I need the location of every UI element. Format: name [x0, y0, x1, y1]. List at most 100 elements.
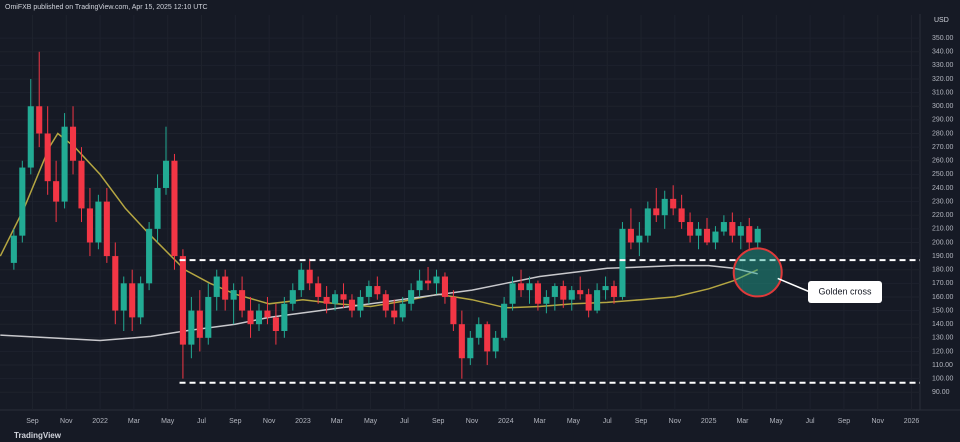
candle-body: [534, 283, 541, 304]
x-tick-label: 2026: [904, 418, 920, 425]
candle-body: [332, 294, 339, 304]
candle-body: [551, 286, 558, 297]
x-tick-label: Mar: [331, 418, 344, 425]
candle-body: [517, 283, 525, 291]
candle-body: [112, 256, 119, 311]
y-tick-label: 220.00: [932, 212, 954, 219]
candle-body: [416, 280, 423, 291]
y-tick-label: 320.00: [932, 76, 954, 83]
candle-body: [154, 187, 161, 229]
candle-body: [289, 290, 296, 304]
candle-body: [467, 337, 474, 359]
header: OmiFXB published on TradingView.com, Apr…: [5, 4, 208, 11]
candle-body: [619, 228, 626, 297]
candle-body: [36, 106, 43, 134]
candle-body: [120, 283, 127, 311]
candle-body: [492, 337, 499, 352]
candle-body: [729, 222, 736, 236]
candle-body: [602, 286, 609, 291]
y-tick-label: 110.00: [932, 362, 953, 369]
candle-body: [450, 296, 457, 325]
candle-body: [264, 310, 271, 318]
candle-body: [103, 201, 110, 257]
x-tick-label: Jul: [806, 418, 815, 425]
candle-body: [670, 198, 677, 209]
callout-line: [777, 277, 811, 293]
y-tick-label: 190.00: [932, 253, 954, 260]
candle-body: [213, 276, 220, 297]
y-tick-label: 150.00: [932, 307, 954, 314]
candle-body: [340, 294, 347, 300]
y-tick-label: 240.00: [932, 185, 954, 192]
x-tick-label: Nov: [872, 418, 885, 425]
candle-body: [306, 269, 313, 284]
x-tick-label: Nov: [669, 418, 682, 425]
x-tick-label: Nov: [60, 418, 73, 425]
candle-body: [239, 290, 246, 311]
candle-body: [627, 228, 634, 243]
candle-body: [78, 160, 85, 209]
x-tick-label: May: [161, 418, 175, 425]
candle-body: [484, 324, 491, 352]
candle-body: [543, 296, 550, 304]
candle-body: [501, 303, 508, 338]
x-tick-label: Mar: [534, 418, 547, 425]
candle-body: [196, 310, 203, 338]
candle-body: [365, 286, 372, 297]
candle-body: [247, 310, 254, 325]
highlight-circle: [732, 247, 783, 298]
candle-body: [687, 222, 694, 236]
candle-body: [399, 303, 406, 318]
y-tick-label: 180.00: [932, 267, 954, 274]
candle-body: [171, 160, 178, 257]
candle-body: [433, 276, 440, 284]
y-tick-label: 250.00: [932, 171, 954, 178]
x-tick-label: 2023: [295, 418, 311, 425]
y-tick-label: 170.00: [932, 280, 954, 287]
candle-body: [323, 296, 330, 304]
candle-body: [86, 208, 93, 243]
candle-body: [19, 167, 26, 236]
x-tick-label: May: [567, 418, 581, 425]
y-tick-label: 280.00: [932, 130, 954, 137]
y-tick-label: 210.00: [932, 226, 954, 233]
y-tick-label: 260.00: [932, 158, 954, 165]
y-tick-label: 340.00: [932, 49, 954, 56]
x-tick-label: 2022: [92, 418, 108, 425]
candle-body: [179, 256, 186, 345]
candle-body: [27, 106, 34, 168]
candle-body: [644, 208, 651, 236]
candle-body: [281, 303, 288, 331]
y-tick-label: 290.00: [932, 117, 954, 124]
x-tick-label: Jul: [197, 418, 206, 425]
y-tick-label: 230.00: [932, 198, 954, 205]
candle-body: [653, 208, 660, 216]
candle-body: [678, 208, 685, 223]
callout-box: [808, 281, 882, 303]
candle-body: [357, 296, 364, 311]
y-tick-label: 160.00: [932, 294, 954, 301]
candle-body: [458, 324, 465, 359]
candle-body: [661, 198, 668, 216]
candle-body: [53, 181, 60, 202]
candle-body: [577, 290, 584, 295]
y-tick-label: 270.00: [932, 144, 954, 151]
candle-body: [129, 283, 136, 318]
y-tick-label: 120.00: [932, 348, 954, 355]
candle-body: [230, 290, 237, 300]
x-tick-label: Sep: [635, 418, 648, 425]
x-tick-label: 2025: [701, 418, 717, 425]
candle-body: [737, 226, 744, 236]
candle-body: [695, 228, 702, 236]
candle-body: [188, 310, 195, 345]
candle-body: [255, 310, 263, 325]
candle-body: [382, 294, 389, 311]
candle-body: [222, 276, 229, 300]
candle-body: [746, 226, 753, 243]
candle-body: [162, 160, 170, 188]
x-tick-label: Sep: [432, 418, 445, 425]
candle-body: [610, 286, 618, 297]
y-tick-label: 100.00: [932, 376, 954, 383]
